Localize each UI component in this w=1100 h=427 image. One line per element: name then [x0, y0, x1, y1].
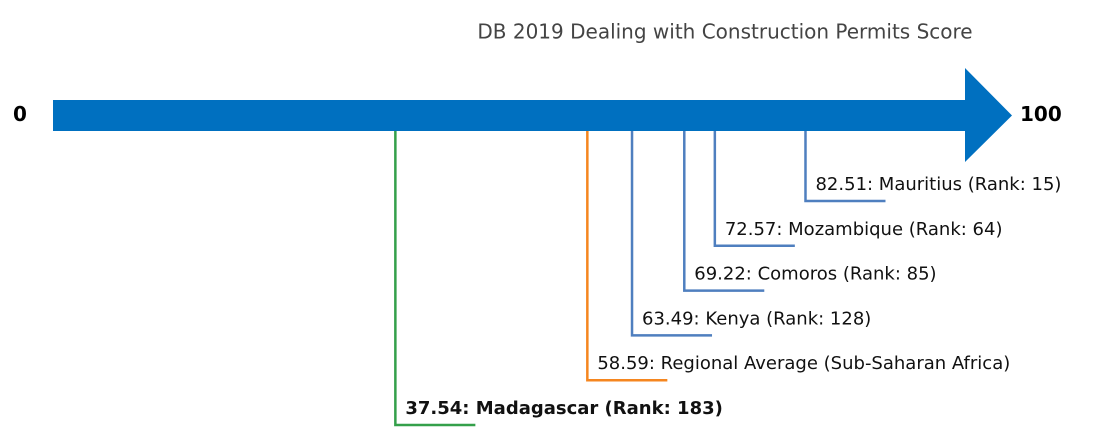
value-label: 69.22: Comoros (Rank: 85)	[694, 264, 936, 285]
marker-line	[630, 131, 713, 337]
marker-line	[394, 131, 476, 427]
value-label: 72.57: Mozambique (Rank: 64)	[725, 219, 1003, 240]
x-tick-label: 0	[13, 102, 27, 126]
marker-line	[804, 131, 886, 203]
value-label: 63.49: Kenya (Rank: 128)	[642, 308, 871, 329]
value-label: 37.54: Madagascar (Rank: 183)	[405, 398, 722, 419]
value-label: 82.51: Mauritius (Rank: 15)	[815, 174, 1061, 195]
value-label: 58.59: Regional Average (Sub-Saharan Afr…	[597, 353, 1010, 374]
marker-line	[683, 131, 765, 292]
x-tick-label: 100	[1020, 102, 1062, 126]
marker-line	[586, 131, 668, 382]
marker-line	[713, 131, 795, 248]
chart-title: DB 2019 Dealing with Construction Permit…	[477, 20, 972, 44]
axis-arrow	[53, 68, 1012, 162]
